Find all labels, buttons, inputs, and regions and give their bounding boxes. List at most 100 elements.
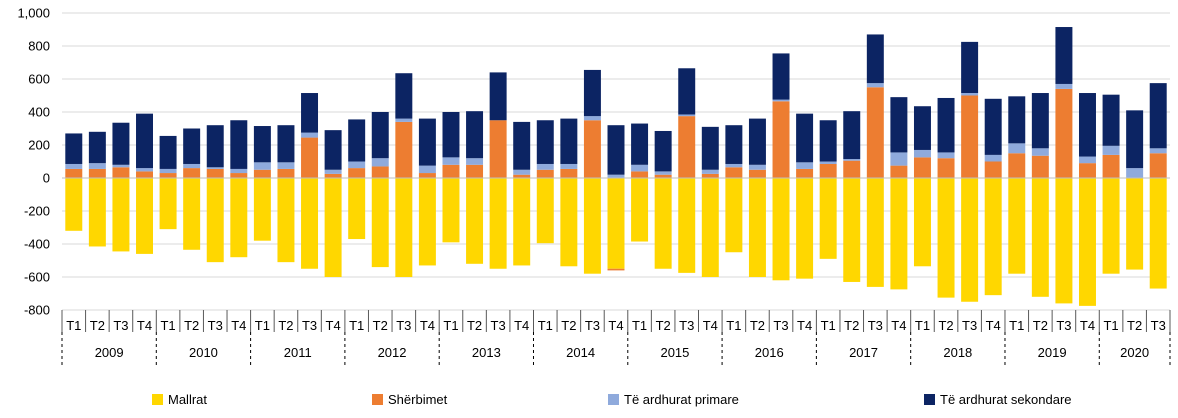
mallrat-bar [489,178,507,269]
quarter-label: T3 [1056,318,1071,333]
quarter-label: T2 [1033,318,1048,333]
primary-income-bar [843,159,861,161]
year-label: 2017 [849,345,878,360]
primary-income-bar [1149,148,1167,154]
secondary-income-bar [560,118,578,164]
sherbimet-bar [913,157,931,178]
primary-income-bar [1055,83,1073,89]
y-tick-label: -600 [24,270,50,285]
bars [65,27,1167,306]
secondary-income-bar [230,120,248,169]
primary-income-bar [725,163,743,168]
quarter-label: T1 [1103,318,1118,333]
legend-swatch [608,394,619,405]
mallrat-bar [348,178,366,240]
legend-item-mallrat: Mallrat [152,392,207,407]
secondary-income-bar [206,125,224,168]
secondary-income-bar [253,126,271,163]
primary-income-bar [560,163,578,169]
secondary-income-bar [371,112,389,159]
quarter-label: T3 [208,318,223,333]
secondary-income-bar [748,118,766,165]
sherbimet-bar [136,171,153,178]
primary-income-bar [466,158,484,165]
secondary-income-bar [1126,110,1144,169]
secondary-income-bar [65,133,83,164]
secondary-income-bar [466,111,484,159]
secondary-income-bar [772,53,790,100]
secondary-income-bar [395,73,413,119]
year-label: 2009 [95,345,124,360]
quarter-label: T1 [349,318,364,333]
primary-income-bar [183,163,201,169]
year-label: 2020 [1120,345,1149,360]
secondary-income-bar [984,98,1002,155]
primary-income-bar [301,132,319,138]
year-label: 2019 [1038,345,1067,360]
sherbimet-bar [536,169,554,178]
mallrat-bar [1126,178,1144,270]
quarter-label: T4 [797,318,812,333]
sherbimet-bar [984,161,1002,178]
primary-income-bar [395,118,413,122]
quarter-label: T1 [1009,318,1024,333]
secondary-income-bar [961,41,979,94]
legend-label: Mallrat [168,392,207,407]
quarter-label: T4 [891,318,906,333]
quarter-label: T1 [915,318,930,333]
year-label: 2012 [378,345,407,360]
quarter-label: T2 [750,318,765,333]
primary-income-bar [1102,145,1120,155]
sherbimet-bar [1008,153,1026,178]
sherbimet-bar [748,169,766,178]
secondary-income-bar [678,68,696,115]
mallrat-bar [65,178,83,231]
mallrat-bar [937,178,955,298]
sherbimet-bar [937,158,955,178]
quarter-label: T1 [726,318,741,333]
mallrat-bar [1008,178,1026,274]
primary-income-bar [961,93,979,96]
mallrat-bar [442,178,460,243]
legend-item-sherbimet: Shërbimet [372,392,448,407]
quarter-label: T1 [538,318,553,333]
sherbimet-bar [890,165,908,178]
y-tick-label: -200 [24,204,50,219]
sherbimet-bar [1102,154,1120,178]
quarter-label: T4 [1080,318,1095,333]
year-label: 2016 [755,345,784,360]
legend-item-primary-income: Të ardhurat primare [608,392,739,407]
primary-income-bar [701,169,719,174]
primary-income-bar [418,165,436,174]
mallrat-bar [1102,178,1120,274]
primary-income-bar [277,162,295,169]
mallrat-bar [536,178,554,244]
sherbimet-bar [112,167,130,178]
primary-income-bar [748,164,766,170]
quarter-label: T3 [679,318,694,333]
sherbimet-bar [701,173,719,178]
sherbimet-bar [277,168,295,178]
sherbimet-bar [466,164,484,178]
y-tick-label: -800 [24,303,50,318]
quarter-label: T4 [420,318,435,333]
primary-income-bar [348,161,366,169]
quarter-label: T3 [1151,318,1166,333]
primary-income-bar [371,158,389,167]
mallrat-bar [183,178,201,250]
mallrat-bar [206,178,224,263]
primary-income-bar [937,152,955,159]
mallrat-bar [418,178,436,266]
y-tick-label: 200 [28,138,50,153]
sherbimet-bar [1055,88,1073,178]
sherbimet-bar [866,87,884,178]
primary-income-bar [1126,168,1144,178]
year-label: 2010 [189,345,218,360]
secondary-income-bar [725,125,743,164]
legend-swatch [372,394,383,405]
secondary-income-bar [418,118,436,166]
mallrat-bar [1031,178,1049,297]
mallrat-bar [371,178,389,268]
sherbimet-bar [560,168,578,178]
